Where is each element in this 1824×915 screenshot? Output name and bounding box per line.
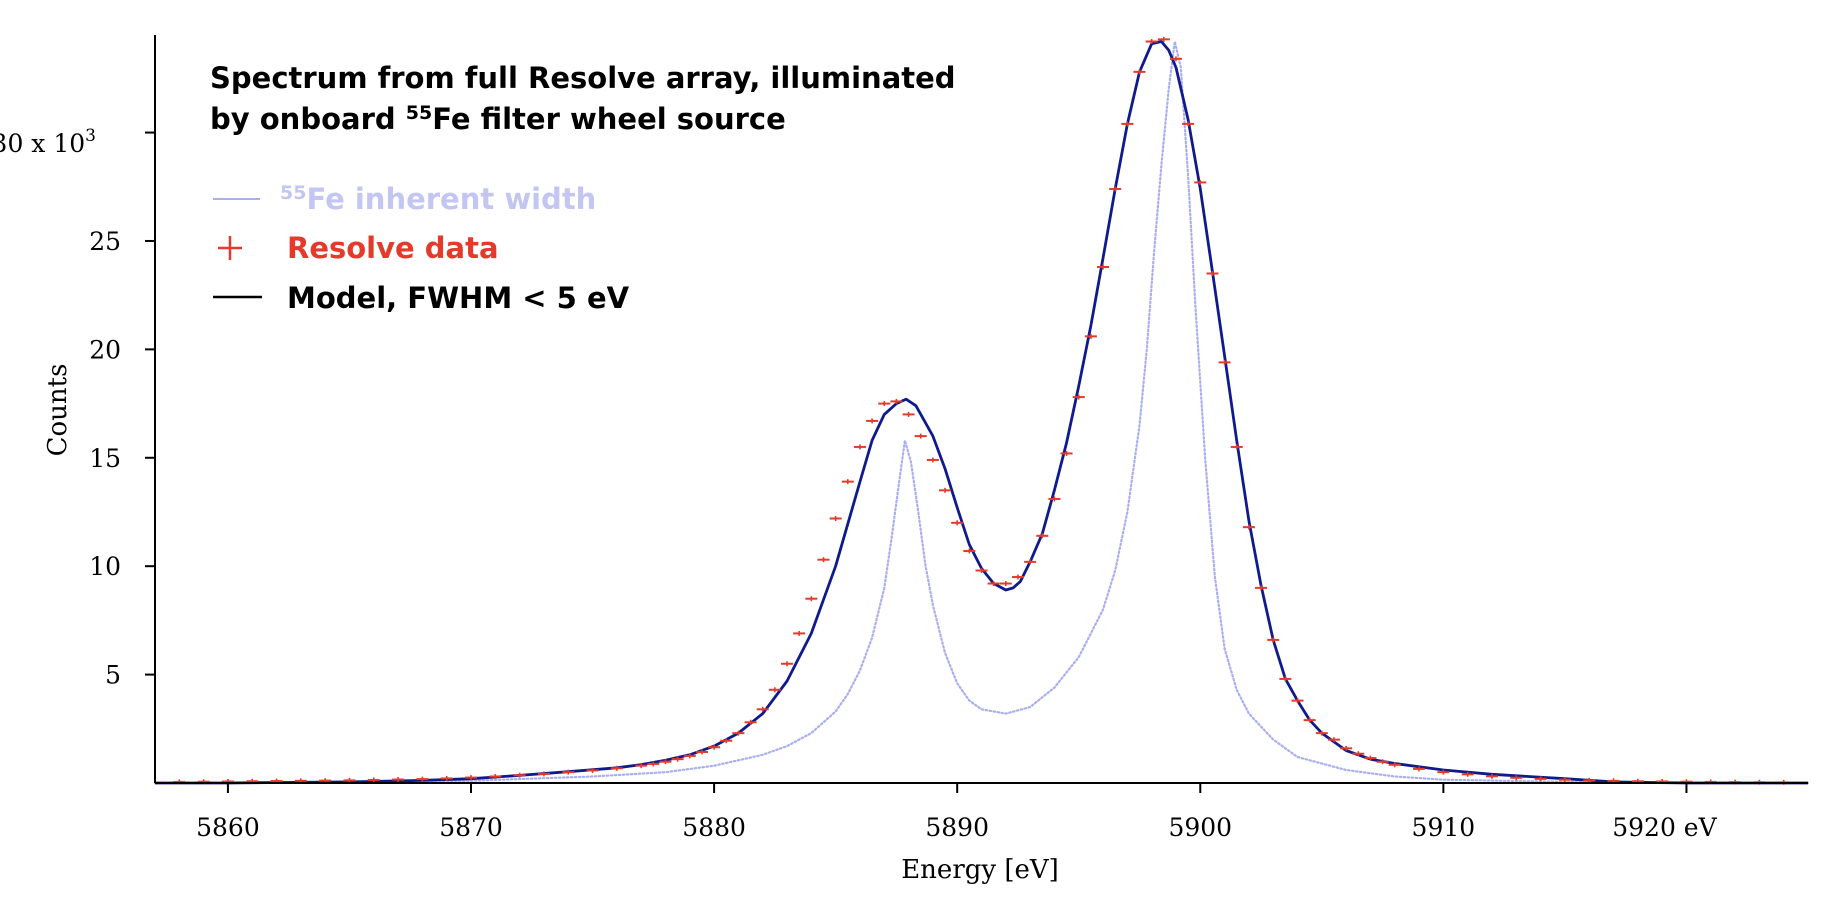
y-tick-label: 25 (89, 227, 121, 256)
legend-inherent-label: 55Fe inherent width (280, 182, 596, 216)
y-axis-title: Counts (43, 364, 73, 457)
y-ticks: 5 10 15 20 25 (89, 131, 155, 690)
annotation-line-2: by onboard 55Fe filter wheel source (210, 102, 786, 136)
x-tick-label: 5910 (1412, 813, 1476, 842)
x-tick-label: 5900 (1168, 813, 1232, 842)
x-tick-label: 5920 eV (1612, 813, 1717, 842)
inherent-width-line (153, 41, 1810, 785)
model-series (155, 40, 1808, 785)
resolve-data-series (173, 36, 1790, 785)
x-tick-label: 5890 (925, 813, 989, 842)
legend-data-label: Resolve data (287, 231, 499, 265)
legend: 55Fe inherent width Resolve data Model, … (213, 182, 630, 315)
x-axis-title: Energy [eV] (901, 855, 1059, 885)
annotation-line-1: Spectrum from full Resolve array, illumi… (210, 61, 956, 95)
x-tick-label: 5860 (196, 813, 260, 842)
x-tick-label: 5870 (439, 813, 503, 842)
model-line (155, 40, 1808, 785)
y-multiplier-label: 30 x 103 (0, 126, 96, 158)
y-tick-label: 5 (105, 661, 121, 690)
plot-area (153, 36, 1810, 785)
x-ticks: 5860 5870 5880 5890 5900 5910 5920 eV (196, 783, 1718, 842)
inherent-width-series (153, 41, 1810, 785)
y-tick-label: 20 (89, 335, 121, 364)
y-tick-label: 15 (89, 444, 121, 473)
legend-model-label: Model, FWHM < 5 eV (287, 281, 630, 315)
y-tick-label: 10 (89, 552, 121, 581)
x-tick-label: 5880 (682, 813, 746, 842)
